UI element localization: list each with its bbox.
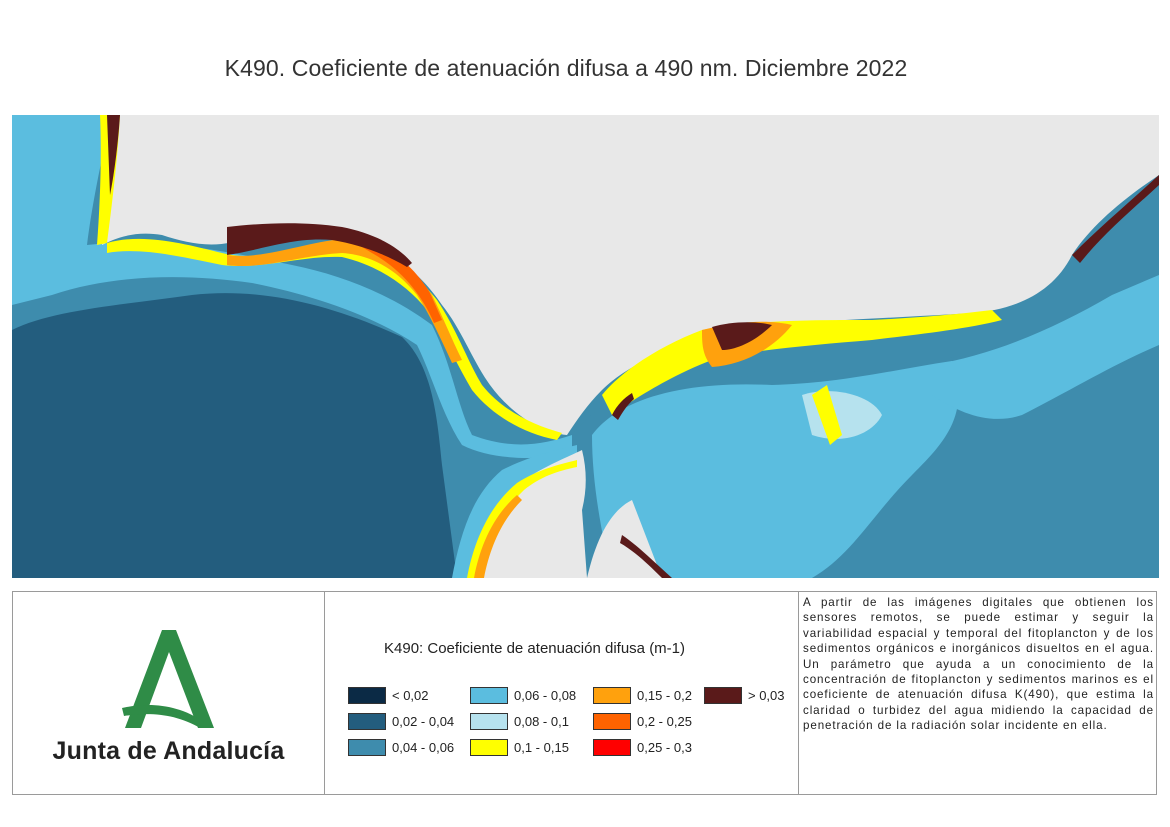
- logo-text: Junta de Andalucía: [52, 737, 285, 765]
- description-text: A partir de las imágenes digitales que o…: [803, 596, 1154, 733]
- map-title: K490. Coeficiente de atenuación difusa a…: [224, 55, 908, 81]
- logo-cell: Junta de Andalucía: [13, 592, 325, 794]
- legend-label: 0,04 - 0,06: [392, 739, 455, 755]
- legend-item: 0,25 - 0,3: [593, 737, 692, 757]
- legend-label: 0,25 - 0,3: [637, 739, 692, 755]
- description-cell: A partir de las imágenes digitales que o…: [799, 592, 1158, 794]
- legend-label: 0,08 - 0,1: [514, 713, 569, 729]
- legend-swatch: [593, 686, 631, 704]
- legend-swatch: [593, 738, 631, 756]
- legend-swatch: [593, 712, 631, 730]
- legend-label: 0,1 - 0,15: [514, 739, 569, 755]
- legend-swatch: [348, 686, 386, 704]
- legend-item: > 0,03: [704, 685, 785, 705]
- legend-swatch: [470, 712, 508, 730]
- legend-title: K490: Coeficiente de atenuación difusa (…: [384, 640, 686, 657]
- junta-andalucia-logo-icon: [122, 630, 214, 728]
- map-graphic: [12, 115, 1159, 578]
- legend-item: 0,06 - 0,08: [470, 685, 576, 705]
- legend-swatch: [348, 712, 386, 730]
- legend-item: 0,15 - 0,2: [593, 685, 692, 705]
- map-footer: Junta de Andalucía K490: Coeficiente de …: [12, 591, 1157, 795]
- legend-item: 0,04 - 0,06: [348, 737, 454, 757]
- legend-item: 0,02 - 0,04: [348, 711, 454, 731]
- legend-item: 0,08 - 0,1: [470, 711, 569, 731]
- legend: K490: Coeficiente de atenuación difusa (…: [324, 592, 799, 794]
- legend-swatch: [704, 686, 742, 704]
- legend-item: 0,2 - 0,25: [593, 711, 692, 731]
- legend-label: < 0,02: [392, 687, 429, 703]
- legend-item: < 0,02: [348, 685, 429, 705]
- legend-label: > 0,03: [748, 687, 785, 703]
- legend-label: 0,06 - 0,08: [514, 687, 577, 703]
- legend-item: 0,1 - 0,15: [470, 737, 569, 757]
- legend-label: 0,02 - 0,04: [392, 713, 455, 729]
- legend-label: 0,2 - 0,25: [637, 713, 692, 729]
- legend-label: 0,15 - 0,2: [637, 687, 692, 703]
- k490-map: [12, 115, 1159, 578]
- legend-swatch: [348, 738, 386, 756]
- legend-swatch: [470, 686, 508, 704]
- legend-swatch: [470, 738, 508, 756]
